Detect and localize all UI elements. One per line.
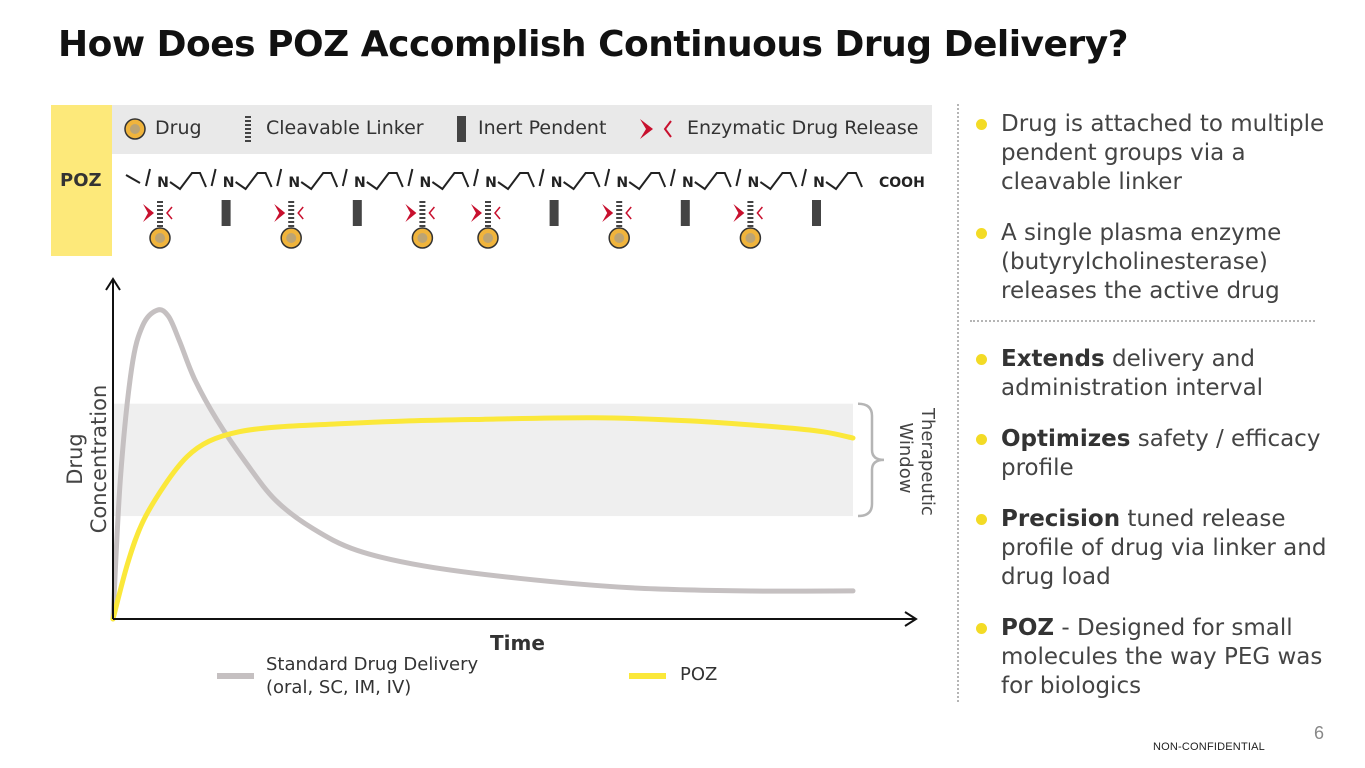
chain-bond	[145, 168, 151, 187]
chart	[105, 277, 918, 627]
drug-legend-icon	[124, 118, 146, 140]
classification-label: NON-CONFIDENTIAL	[1153, 741, 1265, 753]
polymer-chain: N N N N N N N N N N N COOH	[125, 168, 925, 249]
bullet-text: Extends delivery and administration inte…	[1001, 345, 1331, 403]
chain-bond	[169, 172, 207, 191]
bullet-text: Drug is attached to multiple pendent gro…	[1001, 110, 1331, 197]
legend-standard-label: Standard Drug Delivery (oral, SC, IM, IV…	[266, 653, 478, 699]
nitrogen-label: N	[420, 175, 432, 191]
bullet-dot-icon	[976, 434, 987, 445]
bullet-body: delivery and administration interval	[1001, 346, 1264, 401]
bullet-body: - Designed for small molecules the way P…	[1001, 615, 1323, 699]
nitrogen-label: N	[813, 175, 825, 191]
horizontal-divider	[970, 320, 1315, 322]
chain-bond	[473, 168, 479, 187]
pendent-legend-icon	[457, 116, 466, 142]
chain-bond	[563, 172, 601, 191]
chain-bond	[604, 168, 611, 187]
bullet-emphasis: Extends	[1001, 346, 1105, 372]
inert-pendent	[680, 200, 690, 226]
therapeutic-window-label: Therapeutic Window	[895, 408, 938, 516]
chain-bond	[825, 172, 863, 191]
inert-pendent	[352, 200, 362, 226]
bullet-text: Precision tuned release profile of drug …	[1001, 505, 1331, 592]
poz-tab	[51, 105, 112, 256]
y-axis-label: Drug Concentration	[63, 384, 111, 534]
legend-poz-label: POZ	[680, 664, 718, 685]
legend-standard-swatch	[217, 673, 254, 679]
bullet-text: POZ - Designed for small molecules the w…	[1001, 614, 1331, 701]
bullet-text: Optimizes safety / efficacy profile	[1001, 425, 1331, 483]
drug-pendent	[274, 201, 304, 249]
drug-pendent	[733, 201, 763, 249]
legend-release-label: Enzymatic Drug Release	[687, 117, 919, 139]
nitrogen-label: N	[157, 175, 169, 191]
legend-standard-name: Standard Drug Delivery	[266, 654, 479, 675]
chain-bond	[125, 174, 141, 184]
bullet-dot-icon	[976, 623, 987, 634]
chain-bond	[276, 168, 283, 187]
bullet-text: A single plasma enzyme (butyrylcholinest…	[1001, 219, 1331, 306]
chain-bond	[497, 172, 535, 191]
legend-standard-routes: (oral, SC, IM, IV)	[266, 677, 412, 698]
bullet-emphasis: POZ	[1001, 615, 1055, 641]
inert-pendent	[549, 200, 559, 226]
chain-bond	[694, 172, 732, 191]
bullet-emphasis: Precision	[1001, 506, 1121, 532]
therapeutic-window-brace	[857, 402, 885, 518]
drug-pendent	[602, 201, 632, 249]
chain-bond	[538, 168, 545, 187]
chain-bond	[235, 172, 273, 191]
poz-curve	[110, 415, 856, 622]
x-axis-label: Time	[490, 631, 545, 655]
chain-bond	[431, 172, 470, 191]
inert-pendent	[812, 200, 821, 226]
bullet-dot-icon	[976, 514, 987, 525]
bullet-body: tuned release profile of drug via linker…	[1001, 506, 1327, 590]
drug-pendent	[471, 201, 501, 249]
chain-bond	[210, 168, 217, 187]
chain-bond	[669, 168, 676, 187]
y-axis-arrow	[105, 277, 121, 291]
end-group-label: COOH	[879, 175, 925, 191]
nitrogen-label: N	[288, 175, 300, 191]
bullet-body: A single plasma enzyme (butyrylcholinest…	[1001, 220, 1282, 304]
bullet-dot-icon	[976, 354, 987, 365]
vertical-divider	[957, 104, 959, 702]
chain-bond	[300, 172, 339, 191]
poz-tab-label: POZ	[60, 170, 102, 191]
bullet-body: Drug is attached to multiple pendent gro…	[1001, 111, 1325, 195]
legend-drug-label: Drug	[155, 117, 202, 139]
legend-poz-swatch	[629, 673, 666, 679]
nitrogen-label: N	[485, 175, 497, 191]
nitrogen-label: N	[748, 175, 760, 191]
chain-bond	[628, 172, 667, 191]
chain-bond	[735, 168, 742, 187]
nitrogen-label: N	[223, 175, 235, 191]
standard-delivery-curve	[110, 307, 856, 622]
bullet-dot-icon	[976, 228, 987, 239]
chain-bond	[407, 168, 414, 187]
release-legend-icon	[640, 119, 672, 139]
legend-linker-label: Cleavable Linker	[266, 117, 424, 139]
nitrogen-label: N	[551, 175, 563, 191]
bullet-body: safety / efficacy profile	[1001, 426, 1321, 481]
bullet-dot-icon	[976, 119, 987, 130]
inert-pendent	[221, 200, 231, 226]
chain-bond	[801, 168, 807, 187]
nitrogen-label: N	[682, 175, 694, 191]
chain-bond	[759, 172, 798, 191]
chain-bond	[341, 168, 348, 187]
chain-bond	[366, 172, 404, 191]
legend-pendent-label: Inert Pendent	[478, 117, 607, 139]
x-axis-arrow	[904, 611, 918, 627]
drug-pendent	[405, 201, 435, 249]
drug-pendent	[143, 201, 173, 249]
slide-title: How Does POZ Accomplish Continuous Drug …	[58, 24, 1129, 65]
page-number: 6	[1314, 723, 1325, 743]
nitrogen-label: N	[354, 175, 366, 191]
nitrogen-label: N	[616, 175, 628, 191]
bullet-emphasis: Optimizes	[1001, 426, 1131, 452]
